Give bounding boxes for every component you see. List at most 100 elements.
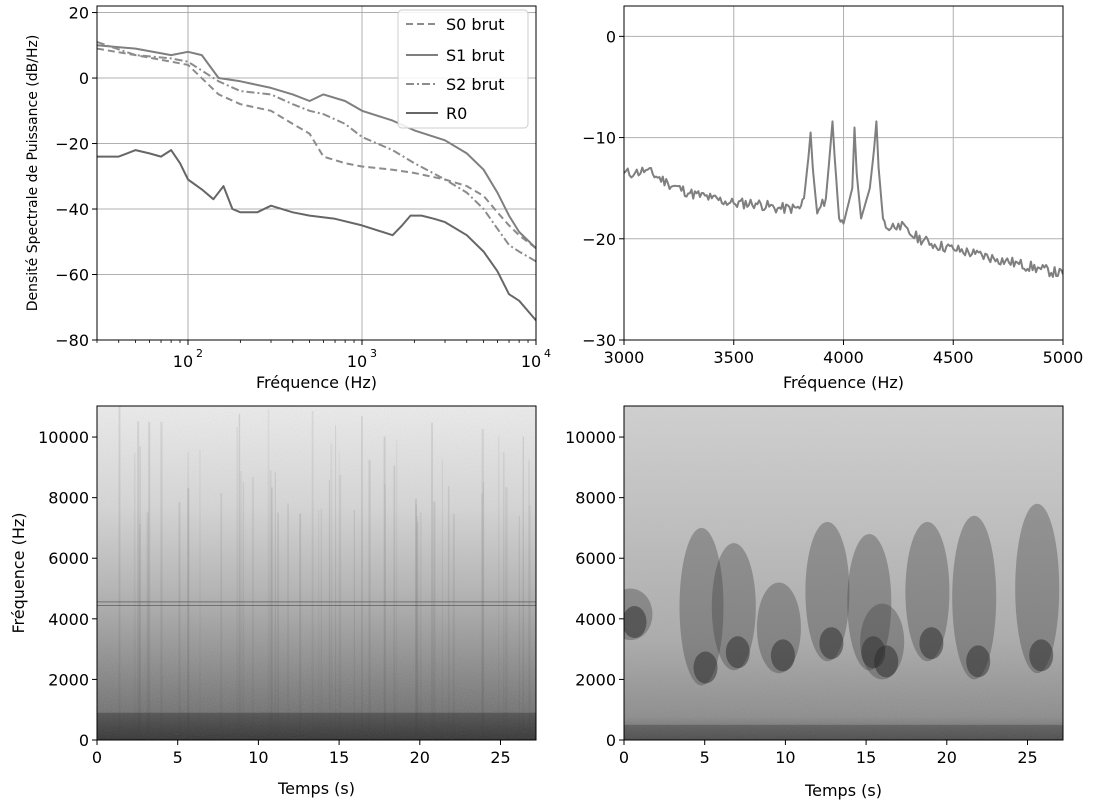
psd-series-s1-brut [97,44,536,250]
spectrogram-left-stripe [318,509,320,740]
psd-xtick-exp: 4 [544,347,551,360]
psd-ylabel: Densité Spectrale de Puissance (dB/Hz) [25,35,41,312]
spectrogram-right-event-core [919,627,944,660]
spectrogram-left-stripe [505,487,508,740]
spectrogram-left-stripe [482,482,485,740]
spectrogram-left-stripe [498,436,500,740]
spectrogram-left-ytick-label: 8000 [48,489,89,508]
legend-label-s0: S0 brut [446,15,505,34]
spectrogram-left-ytick-label: 10000 [38,428,89,447]
legend-label-s2: S2 brut [446,75,505,94]
spectrogram-left-stripe [277,512,279,740]
spectrogram-left-stripe [393,465,396,740]
zoom-ytick-label: 0 [606,27,616,46]
spectrogram-right-xtick-label: 25 [1017,748,1037,767]
zoom-ytick-label: −20 [582,230,616,249]
zoom-chart: 3000 3500 4000 4500 5000 0 −10 −20 −30 Fréquence… [582,5,1083,392]
spectrogram-right-xtick-label: 5 [700,748,710,767]
spectrogram-right-xtick-label: 20 [937,748,957,767]
spectrogram-left-stripe [267,409,270,740]
spectrogram-right-events [624,503,1063,740]
spectrogram-left-stripe [311,411,314,740]
spectrogram-right-frame [623,405,1064,741]
spectrogram-left-stripe [361,416,363,740]
spectrogram-left-stripe [160,421,163,740]
spectrogram-left-stripe [236,427,238,740]
spectrogram-left-xtick-label: 20 [410,748,430,767]
psd-ytick-label: 20 [69,4,89,23]
spectrogram-right-event-core [966,645,991,678]
psd-xtick-base: 10 [173,352,193,371]
psd-legend: S0 brut S1 brut S2 brut R0 [397,9,529,129]
spectrogram-left-stripe [338,451,340,740]
spectrogram-left-stripe [139,446,141,740]
zoom-ytick-label: −30 [582,331,616,350]
psd-ytick-label: −80 [55,331,89,350]
spectrogram-left-stripe [419,512,422,740]
spectrogram-right-xtick-label: 15 [856,748,876,767]
spectrogram-right-ytick-label: 0 [606,731,616,750]
spectrogram-left-stripe [238,413,241,740]
zoom-xtick-label: 3000 [604,348,645,367]
psd-xtick-exp: 3 [370,347,377,360]
spectrogram-left-stripe [148,421,151,740]
spectrogram-left-stripe [137,421,140,740]
spectrogram-right-event-core [819,627,844,660]
spectrogram-left-ytick-label: 2000 [48,670,89,689]
spectrogram-left-stripe [396,440,398,740]
psd-xtick-exp: 2 [196,347,203,360]
spectrogram-right-event-core [874,645,899,678]
spectrogram-left-stripe [503,452,505,740]
spectrogram-left-stripes [97,406,536,740]
spectrogram-right-xtick-label: 10 [775,748,795,767]
spectrogram-left-stripe [481,429,484,740]
spectrogram-left-ticks: 0 5 10 15 20 25 0 2000 4000 6000 8000 10000 [38,428,511,767]
spectrogram-left-stripe [416,521,419,740]
spectrogram-left-stripe [220,493,223,740]
spectrogram-left-ytick-label: 4000 [48,610,89,629]
spectrogram-right-event [1015,503,1060,674]
spectrogram-right-xlabel: Temps (s) [804,781,882,800]
psd-ytick-label: −40 [55,200,89,219]
psd-series-s2-brut [97,41,536,263]
spectrogram-left-stripe [328,480,330,740]
spectrogram-left-stripe [251,477,254,740]
spectrogram-left-stripe [416,516,419,740]
spectrogram-left-stripe [481,493,483,740]
spectrogram-right-event-core [1029,639,1054,672]
psd-series-group [97,41,536,322]
zoom-xtick-label: 4500 [933,348,974,367]
spectrogram-left-stripe [353,509,355,740]
spectrogram-left-stripe [146,512,149,740]
spectrogram-left-ytick-label: 6000 [48,549,89,568]
spectrogram-left-stripe [528,505,531,740]
spectrogram-left-stripe [199,449,201,740]
psd-axes-frame [96,5,537,341]
psd-xtick-base: 10 [347,352,367,371]
spectrogram-left-stripe [133,453,136,740]
spectrogram-right-event-core [624,606,647,638]
spectrogram-left-stripe [335,425,337,740]
spectrogram-left-lowband [97,712,536,740]
spectrogram-left-xlabel: Temps (s) [277,779,355,798]
spectrogram-left-stripe [368,460,371,740]
psd-series-r0 [97,149,536,322]
spectrogram-right-event [805,521,850,662]
legend-label-s1: S1 brut [446,46,505,65]
psd-ytick-label: −20 [55,135,89,154]
psd-ytick-label: 0 [79,69,89,88]
spectrogram-left-stripe [299,513,302,740]
spectrogram-right-ytick-label: 4000 [575,610,616,629]
spectrogram-right-ticks: 0 5 10 15 20 25 0 2000 4000 6000 8000 10000 [565,428,1038,767]
spectrogram-left-frame [96,405,537,741]
spectrogram-left-stripe [447,486,450,740]
spectrogram-left-stripe [187,452,189,740]
spectrogram-right-lowband [624,724,1063,740]
spectrogram-right-ytick-label: 10000 [565,428,616,447]
zoom-ticks: 3000 3500 4000 4500 5000 0 −10 −20 −30 [582,27,1083,367]
spectrogram-left-stripe [242,482,245,740]
spectrogram-right-ytick-label: 2000 [575,670,616,689]
spectrogram-right-event [905,521,950,662]
spectrogram-left-xtick-label: 10 [248,748,268,767]
